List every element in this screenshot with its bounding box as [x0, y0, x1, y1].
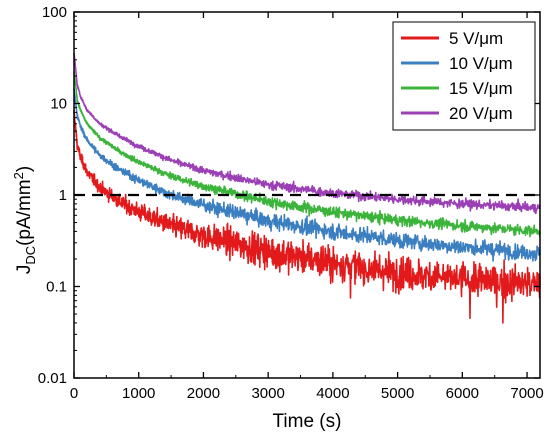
y-axis-label-main: J [14, 265, 35, 275]
y-tick-label: 10 [50, 96, 67, 113]
series-line-2 [73, 88, 541, 262]
legend-label: 20 V/μm [449, 104, 513, 123]
x-tick-label: 4000 [316, 385, 349, 402]
y-axis-label-unit: (pA/mm [14, 179, 35, 246]
y-tick-label: 0.1 [46, 279, 67, 296]
series-layer [73, 52, 541, 324]
series-line-4 [73, 52, 541, 215]
x-tick-label: 3000 [251, 385, 284, 402]
legend: 5 V/μm 10 V/μm 15 V/μm 20 V/μm [392, 21, 536, 131]
y-axis-label-close: ) [14, 166, 35, 172]
y-axis-label-sub: DC [23, 246, 38, 265]
legend-label: 10 V/μm [449, 54, 513, 73]
x-tick-label: 1000 [122, 385, 155, 402]
x-axis-label: Time (s) [273, 411, 342, 432]
x-tick-label: 6000 [446, 385, 479, 402]
legend-label: 15 V/μm [449, 79, 513, 98]
y-axis-label: JDC(pA/mm2) [11, 166, 38, 274]
axes: 0 1000 2000 3000 4000 5000 6000 7000 0.01 0.1 1 10 1… [38, 4, 544, 402]
series-line-1 [73, 109, 541, 324]
y-tick-label: 100 [42, 4, 67, 21]
x-tick-label: 5000 [381, 385, 414, 402]
y-axis-label-sup: 2 [11, 172, 26, 179]
y-tick-label: 1 [59, 187, 67, 204]
y-tick-label: 0.01 [38, 370, 67, 387]
legend-label: 5 V/μm [449, 29, 503, 48]
series-line-3 [73, 70, 541, 238]
x-tick-label: 7000 [510, 385, 543, 402]
x-tick-label: 2000 [187, 385, 220, 402]
x-tick-label: 0 [70, 385, 78, 402]
